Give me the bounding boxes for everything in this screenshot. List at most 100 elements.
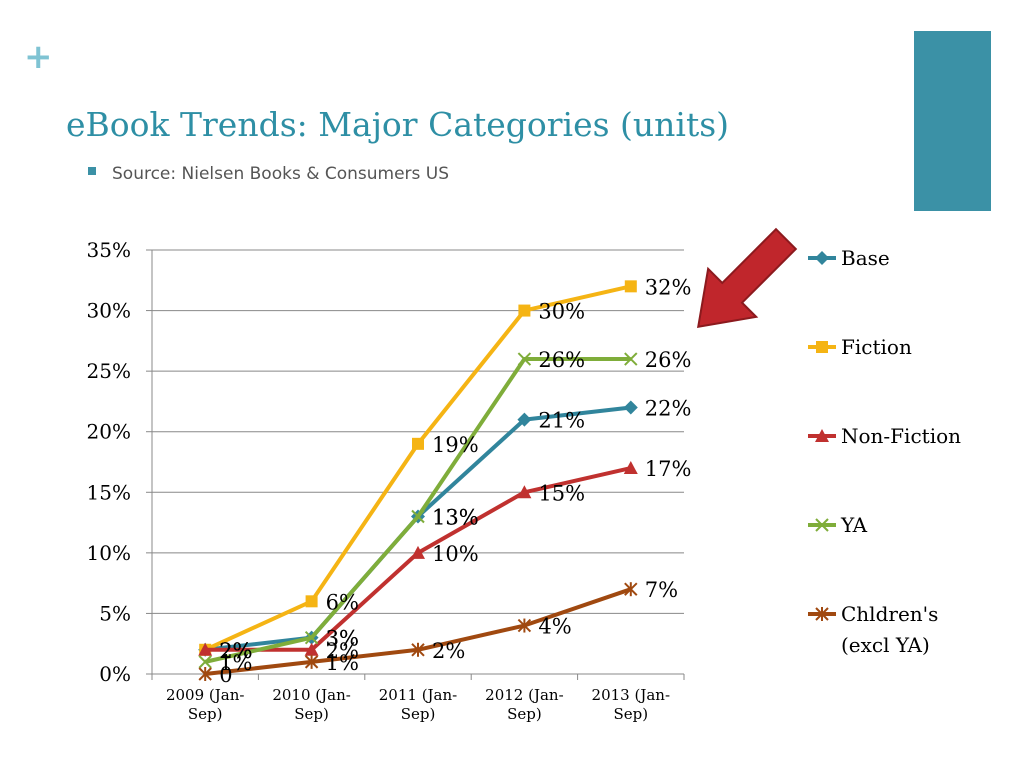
legend-label: Fiction: [841, 335, 912, 359]
data-label: 21%: [538, 409, 585, 433]
data-label: 0: [219, 663, 232, 687]
x-marker: [815, 518, 829, 532]
data-label: 2%: [219, 639, 252, 663]
triangle-marker: [815, 429, 829, 442]
x-marker-stroke: [304, 630, 319, 645]
triangle-marker: [198, 642, 213, 656]
series-lines: [198, 280, 638, 681]
data-label: 1%: [326, 651, 359, 675]
data-label: 17%: [645, 457, 692, 481]
legend-label-line: (excl YA): [841, 633, 930, 657]
star-marker: [411, 642, 425, 657]
series-non-fiction: [198, 461, 638, 656]
data-label: 26%: [538, 348, 585, 372]
x-tick-label-line: Sep): [507, 705, 542, 723]
data-label: 3%: [326, 627, 359, 651]
star-marker: [624, 582, 638, 597]
x-marker: [198, 655, 212, 669]
legend: Base Fiction Non-Fiction YA Chldren's (excl Y…: [808, 246, 961, 657]
data-label: 7%: [645, 578, 678, 602]
legend-item: Fiction: [808, 335, 912, 359]
x-tick-label-line: 2012 (Jan-: [485, 686, 563, 704]
accent-block: [914, 31, 991, 211]
legend-label: Base: [841, 246, 890, 270]
x-tick-label-line: 2010 (Jan-: [272, 686, 350, 704]
square-marker: [624, 280, 637, 293]
x-tick-label-line: Sep): [188, 705, 223, 723]
legend-item: Base: [808, 246, 890, 270]
legend-label-line: Chldren's: [841, 602, 938, 626]
x-marker-stroke: [815, 518, 829, 532]
legend-label: Non-Fiction: [841, 424, 961, 448]
triangle-marker: [623, 461, 638, 475]
legend-item: Chldren's (excl YA): [808, 602, 938, 657]
square-bullet-icon: [88, 167, 96, 175]
x-tick-label: 2010 (Jan-Sep): [272, 686, 350, 723]
star-marker: [304, 654, 319, 669]
x-tick-label-line: Sep): [613, 705, 648, 723]
y-tick-label: 0%: [99, 662, 131, 686]
data-label: 2%: [326, 639, 359, 663]
red-arrow-polygon: [697, 227, 798, 328]
data-label: 13%: [432, 506, 479, 530]
diamond-marker: [815, 251, 829, 265]
data-label: 22%: [645, 396, 692, 420]
data-label: 2%: [219, 639, 252, 663]
legend-label: YA: [840, 513, 868, 537]
series-fiction: [199, 280, 637, 656]
y-tick-label: 15%: [87, 480, 131, 504]
red-arrow-shape: [697, 227, 798, 328]
x-tick-label-line: 2013 (Jan-: [592, 686, 670, 704]
x-tick-label: 2009 (Jan-Sep): [166, 686, 244, 723]
star-marker: [517, 618, 532, 633]
series-chldren-s-excl-ya-: [198, 582, 638, 681]
source-bullet: Source: Nielsen Books & Consumers US: [88, 164, 449, 184]
data-label: 10%: [432, 542, 479, 566]
y-tick-label: 35%: [87, 238, 131, 262]
x-marker-stroke: [517, 352, 532, 366]
legend-label-line: YA: [840, 513, 868, 537]
data-label: 2%: [432, 639, 465, 663]
data-label: 32%: [645, 275, 692, 299]
x-marker: [304, 630, 319, 645]
grid-lines: [152, 249, 684, 614]
x-marker-stroke: [411, 509, 425, 524]
plus-icon: +: [24, 37, 53, 77]
triangle-marker: [517, 485, 532, 499]
diamond-marker: [517, 412, 532, 427]
square-marker: [305, 595, 318, 608]
x-tick-label: 2013 (Jan-Sep): [592, 686, 670, 723]
square-marker: [816, 341, 828, 353]
data-label: 6%: [326, 590, 359, 614]
series-line: [204, 284, 632, 652]
star-marker: [198, 667, 212, 681]
data-label: 30%: [538, 300, 585, 324]
legend-label-line: Fiction: [841, 335, 912, 359]
data-label: 15%: [538, 481, 585, 505]
data-label: 13%: [432, 506, 479, 530]
data-label: 19%: [432, 433, 479, 457]
y-tick-label: 25%: [87, 359, 131, 383]
x-tick-label-line: Sep): [401, 705, 436, 723]
y-tick-label: 20%: [87, 420, 131, 444]
square-marker: [518, 304, 531, 317]
x-marker: [517, 352, 532, 366]
square-marker: [412, 437, 424, 450]
data-label: 26%: [645, 348, 692, 372]
x-tick-label: 2012 (Jan-Sep): [485, 686, 563, 723]
source-text: Source: Nielsen Books & Consumers US: [112, 164, 450, 184]
star-marker: [815, 607, 829, 621]
x-marker-stroke: [624, 352, 638, 366]
diamond-marker: [623, 400, 638, 415]
triangle-marker: [411, 545, 425, 559]
legend-label: Chldren's (excl YA): [841, 602, 938, 657]
x-tick-label-line: 2011 (Jan-: [379, 686, 457, 704]
y-tick-label: 30%: [87, 299, 131, 323]
series-ya: [198, 352, 638, 669]
legend-label-line: Non-Fiction: [841, 424, 961, 448]
data-label: 4%: [538, 615, 571, 639]
x-tick-label: 2011 (Jan-Sep): [379, 686, 457, 723]
x-marker: [411, 509, 425, 524]
